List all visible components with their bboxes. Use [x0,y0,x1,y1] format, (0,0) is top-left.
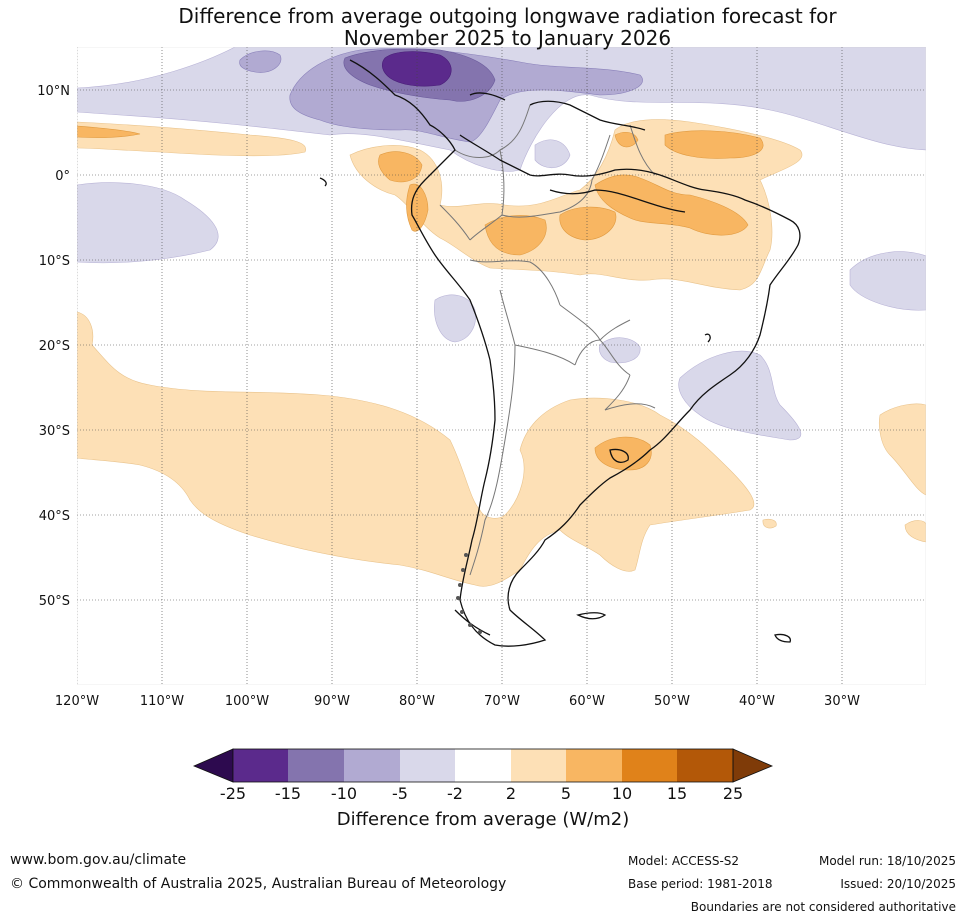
footer-url[interactable]: www.bom.gov.au/climate [10,852,187,868]
anomaly-light-purple [77,47,926,441]
footer-copyright: © Commonwealth of Australia 2025, Austra… [10,876,507,892]
footer-model-run: Model run: 18/10/2025 [818,854,956,868]
colorbar-tick: 10 [612,784,632,803]
country-borders [439,104,656,576]
colorbar-tick: -2 [447,784,463,803]
colorbar-segment [511,749,566,782]
colorbar-tick: -10 [331,784,357,803]
lon-label: 110°W [140,694,184,709]
map-title-line2: November 2025 to January 2026 [343,26,672,50]
lat-label: 30°S [39,424,70,439]
lon-label: 90°W [314,694,350,709]
graticule [77,47,926,685]
colorbar-tick: 25 [723,784,743,803]
colorbar-max-arrow [732,748,774,783]
footer-model: Model: ACCESS-S2 [628,854,740,868]
footer-base-period: Base period: 1981-2018 [628,877,773,891]
colorbar-tick: -5 [392,784,408,803]
colorbar-tick: 5 [561,784,571,803]
map-area [77,47,926,685]
colorbar-tick: -25 [220,784,246,803]
colorbar-title: Difference from average (W/m2) [337,809,629,830]
archipelago [456,553,482,634]
lon-label: 100°W [225,694,269,709]
colorbar-segment [400,749,455,782]
anomaly-orange [77,125,764,471]
longitude-labels: 120°W 110°W 100°W 90°W 80°W 70°W 60°W 50… [55,694,860,709]
footer-disclaimer: Boundaries are not considered authoritat… [690,900,956,914]
lat-label: 50°S [39,594,70,609]
colorbar-segment [566,749,622,782]
colorbar: -25 -15 -10 -5 -2 2 5 10 15 25 Differenc… [192,748,774,830]
colorbar-segment [677,749,733,782]
lat-label: 40°S [39,509,70,524]
latitude-labels: 10°N 0° 10°S 20°S 30°S 40°S 50°S [37,84,70,609]
lat-label: 10°S [39,254,70,269]
lat-label: 10°N [37,84,70,99]
colorbar-min-arrow [192,748,234,783]
lon-label: 80°W [399,694,435,709]
colorbar-segment [455,749,511,782]
colorbar-segment [344,749,400,782]
lon-label: 30°W [824,694,860,709]
colorbar-segment [288,749,344,782]
footer-issued: Issued: 20/10/2025 [840,877,956,891]
colorbar-segment [622,749,677,782]
colorbar-tick: 2 [506,784,516,803]
colorbar-tick: 15 [667,784,687,803]
colorbar-tick: -15 [275,784,301,803]
colorbar-segment [233,749,288,782]
map-title-line1: Difference from average outgoing longwav… [178,4,837,28]
lon-label: 120°W [55,694,99,709]
lon-label: 60°W [569,694,605,709]
lon-label: 40°W [739,694,775,709]
lat-label: 0° [55,169,70,184]
lat-label: 20°S [39,339,70,354]
lon-label: 70°W [484,694,520,709]
lon-label: 50°W [654,694,690,709]
